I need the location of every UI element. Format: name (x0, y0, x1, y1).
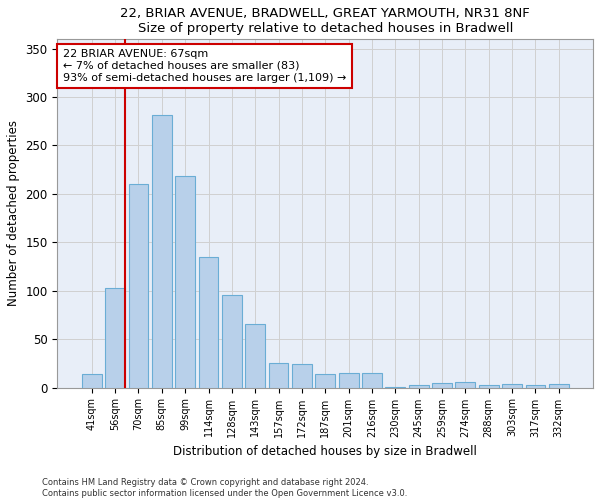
Text: Contains HM Land Registry data © Crown copyright and database right 2024.
Contai: Contains HM Land Registry data © Crown c… (42, 478, 407, 498)
Bar (409, 384, 428, 388)
Bar (245, 324, 265, 388)
Bar (82, 374, 101, 388)
Bar (128, 184, 148, 388)
Bar (175, 176, 195, 388)
Title: 22, BRIAR AVENUE, BRADWELL, GREAT YARMOUTH, NR31 8NF
Size of property relative t: 22, BRIAR AVENUE, BRADWELL, GREAT YARMOU… (121, 7, 530, 35)
Bar (269, 364, 289, 388)
Bar (152, 116, 172, 388)
X-axis label: Distribution of detached houses by size in Bradwell: Distribution of detached houses by size … (173, 445, 477, 458)
Bar (338, 373, 359, 388)
Bar (385, 386, 405, 388)
Bar (105, 288, 125, 388)
Bar (199, 257, 218, 388)
Text: 22 BRIAR AVENUE: 67sqm
← 7% of detached houses are smaller (83)
93% of semi-deta: 22 BRIAR AVENUE: 67sqm ← 7% of detached … (63, 50, 346, 82)
Bar (479, 384, 499, 388)
Bar (316, 374, 335, 388)
Bar (292, 364, 312, 388)
Bar (526, 384, 545, 388)
Y-axis label: Number of detached properties: Number of detached properties (7, 120, 20, 306)
Bar (502, 384, 522, 388)
Bar (362, 373, 382, 388)
Bar (549, 384, 569, 388)
Bar (222, 294, 242, 388)
Bar (455, 382, 475, 388)
Bar (432, 383, 452, 388)
